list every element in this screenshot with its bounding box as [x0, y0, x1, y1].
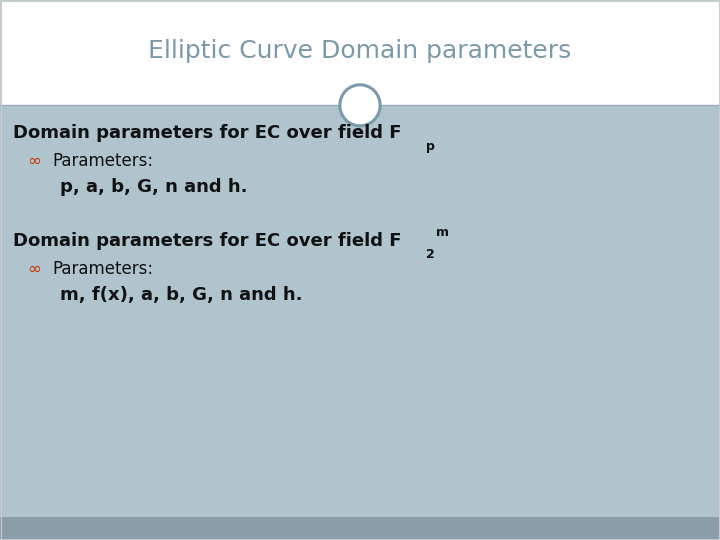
Text: Elliptic Curve Domain parameters: Elliptic Curve Domain parameters: [148, 39, 572, 63]
FancyBboxPatch shape: [0, 105, 720, 540]
Text: p: p: [426, 139, 434, 153]
FancyBboxPatch shape: [0, 0, 720, 105]
Text: Parameters:: Parameters:: [53, 152, 153, 170]
Text: ∞: ∞: [27, 260, 41, 278]
Text: 2: 2: [426, 247, 434, 261]
Text: Domain parameters for EC over field F: Domain parameters for EC over field F: [13, 232, 402, 249]
Text: m, f(x), a, b, G, n and h.: m, f(x), a, b, G, n and h.: [60, 286, 302, 303]
Text: Domain parameters for EC over field F: Domain parameters for EC over field F: [13, 124, 402, 141]
Ellipse shape: [340, 85, 380, 126]
Text: ∞: ∞: [27, 152, 41, 170]
FancyBboxPatch shape: [0, 517, 720, 540]
Text: Parameters:: Parameters:: [53, 260, 153, 278]
Text: p, a, b, G, n and h.: p, a, b, G, n and h.: [60, 178, 247, 195]
Text: m: m: [436, 226, 449, 239]
